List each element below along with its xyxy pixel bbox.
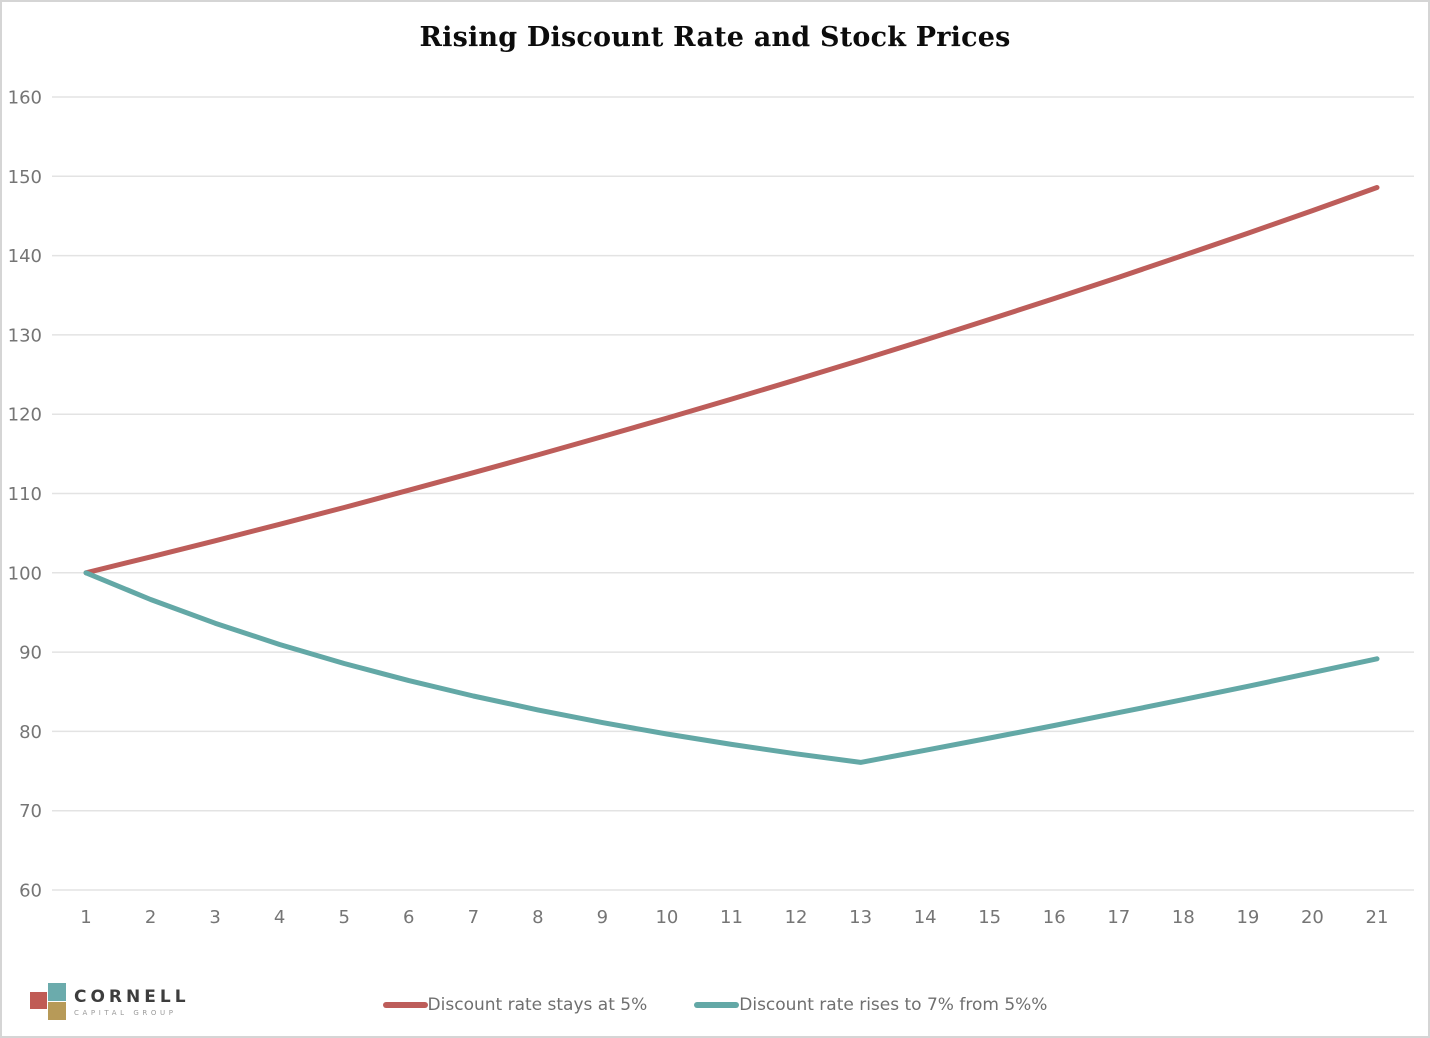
legend-swatch-red — [382, 1002, 428, 1008]
x-tick-label-8: 8 — [532, 907, 543, 928]
chart-title: Rising Discount Rate and Stock Prices — [419, 22, 1011, 53]
logo-text: CORNELL CAPITAL GROUP — [74, 983, 190, 1017]
legend-item-stays-5pct: Discount rate stays at 5% — [382, 995, 648, 1015]
y-tick-label-110: 110 — [8, 484, 42, 505]
x-tick-label-4: 4 — [274, 907, 285, 928]
y-tick-label-150: 150 — [8, 167, 42, 188]
legend-label-rises-7pct: Discount rate rises to 7% from 5%% — [739, 995, 1048, 1015]
x-tick-label-10: 10 — [655, 907, 678, 928]
x-tick-label-3: 3 — [209, 907, 220, 928]
y-tick-label-80: 80 — [19, 722, 42, 743]
x-tick-label-16: 16 — [1043, 907, 1066, 928]
x-tick-label-21: 21 — [1366, 907, 1389, 928]
logo-teal-square — [48, 983, 66, 1001]
chart-legend: Discount rate stays at 5% Discount rate … — [2, 995, 1428, 1015]
logo-squares-icon — [30, 983, 67, 1021]
logo-company-subtitle: CAPITAL GROUP — [74, 1009, 177, 1017]
series-line-0 — [83, 185, 1380, 576]
x-tick-label-12: 12 — [785, 907, 808, 928]
x-tick-label-15: 15 — [978, 907, 1001, 928]
y-tick-label-130: 130 — [8, 325, 42, 346]
y-tick-label-160: 160 — [8, 88, 42, 109]
y-tick-label-120: 120 — [8, 405, 42, 426]
y-tick-label-60: 60 — [19, 881, 42, 902]
cornell-capital-group-logo: CORNELL CAPITAL GROUP — [30, 983, 190, 1021]
legend-item-rises-7pct: Discount rate rises to 7% from 5%% — [694, 995, 1047, 1015]
x-tick-label-11: 11 — [720, 907, 743, 928]
x-tick-label-18: 18 — [1172, 907, 1195, 928]
logo-red-square — [30, 992, 47, 1009]
y-tick-label-70: 70 — [19, 801, 42, 822]
x-tick-label-6: 6 — [403, 907, 414, 928]
y-tick-label-140: 140 — [8, 246, 42, 267]
x-tick-label-19: 19 — [1236, 907, 1259, 928]
x-tick-label-17: 17 — [1107, 907, 1130, 928]
series-line-1 — [83, 570, 1380, 765]
logo-company-name: CORNELL — [74, 987, 190, 1007]
y-tick-label-90: 90 — [19, 643, 42, 664]
x-tick-label-5: 5 — [338, 907, 349, 928]
legend-label-stays-5pct: Discount rate stays at 5% — [427, 995, 648, 1015]
logo-tan-square — [48, 1002, 66, 1020]
x-tick-label-14: 14 — [914, 907, 937, 928]
x-tick-label-7: 7 — [468, 907, 479, 928]
y-tick-label-100: 100 — [8, 563, 42, 584]
x-tick-label-9: 9 — [597, 907, 608, 928]
x-tick-label-20: 20 — [1301, 907, 1324, 928]
legend-swatch-teal — [694, 1002, 740, 1008]
x-tick-label-13: 13 — [849, 907, 872, 928]
x-tick-label-1: 1 — [80, 907, 91, 928]
x-tick-label-2: 2 — [145, 907, 156, 928]
